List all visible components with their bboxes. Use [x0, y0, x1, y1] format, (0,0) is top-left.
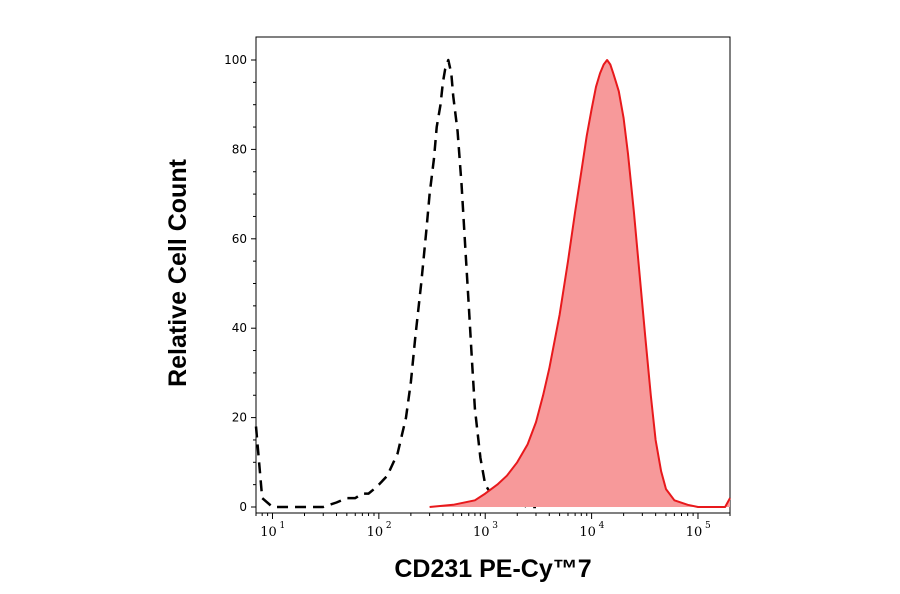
x-tick-base: 10 [686, 525, 703, 540]
x-tick-exponent: 4 [599, 521, 605, 531]
x-tick-exponent: 3 [492, 521, 498, 531]
y-axis-title: Relative Cell Count [164, 158, 192, 386]
x-tick-label: 10 3 [473, 521, 498, 540]
x-axis-title: CD231 PE-Cy™7 [394, 555, 591, 583]
x-tick-base: 10 [260, 525, 277, 540]
x-tick-label: 10 5 [686, 521, 711, 540]
x-tick-base: 10 [579, 525, 596, 540]
stained-series-line [429, 59, 731, 508]
x-tick-label: 10 2 [367, 521, 392, 540]
x-tick-label: 10 4 [579, 521, 604, 540]
x-axis: 10 1 10 2 10 3 10 4 10 5 [255, 513, 731, 540]
control-series-line [254, 58, 536, 509]
x-tick-label: 10 1 [260, 521, 285, 540]
x-tick-base: 10 [367, 525, 384, 540]
y-axis: 0 20 40 60 80 100 [224, 53, 256, 514]
plot-frame [255, 36, 731, 514]
y-tick-label: 0 [239, 500, 247, 514]
x-tick-base: 10 [473, 525, 490, 540]
y-tick-label: 100 [224, 53, 247, 67]
y-tick-label: 80 [232, 142, 247, 156]
x-tick-exponent: 5 [705, 521, 711, 531]
series-layer [254, 58, 731, 509]
x-tick-exponent: 1 [279, 521, 285, 531]
y-tick-label: 40 [232, 321, 247, 335]
stained-series-fill [429, 60, 730, 507]
y-tick-label: 60 [232, 232, 247, 246]
x-tick-exponent: 2 [386, 521, 392, 531]
y-tick-label: 20 [232, 411, 247, 425]
